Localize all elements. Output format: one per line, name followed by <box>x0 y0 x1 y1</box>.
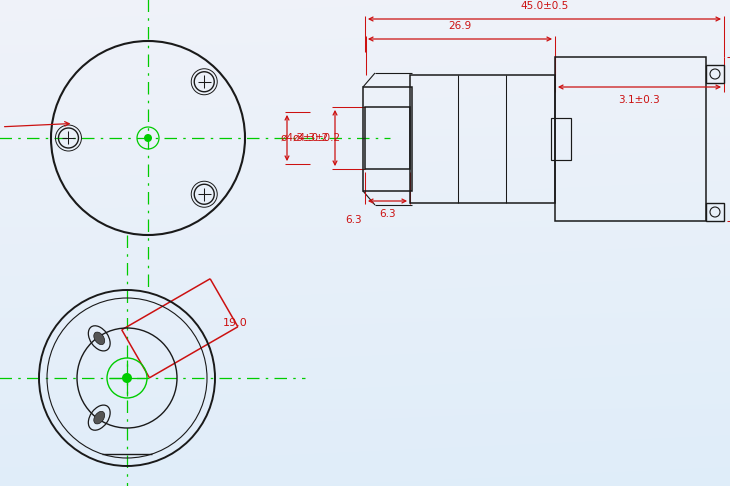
Circle shape <box>122 373 132 383</box>
Text: 19.0: 19.0 <box>223 318 248 328</box>
Text: 6.3: 6.3 <box>345 215 361 225</box>
Bar <box>706 203 724 221</box>
Ellipse shape <box>93 332 104 345</box>
Bar <box>706 65 724 83</box>
Circle shape <box>144 134 152 142</box>
Bar <box>410 75 555 203</box>
Text: ø4.3±0.2: ø4.3±0.2 <box>293 133 341 143</box>
Ellipse shape <box>93 411 104 424</box>
Text: 26.9: 26.9 <box>448 21 472 31</box>
Bar <box>555 57 706 221</box>
Text: 45.0±0.5: 45.0±0.5 <box>520 1 569 11</box>
Text: 6.3: 6.3 <box>379 209 396 219</box>
Bar <box>363 87 412 191</box>
Bar <box>365 107 410 169</box>
Bar <box>551 118 571 160</box>
Text: ø4.3±0.2: ø4.3±0.2 <box>281 133 329 143</box>
Text: ø27.0±0.3: ø27.0±0.3 <box>0 122 69 133</box>
Text: 3.1±0.3: 3.1±0.3 <box>618 95 661 105</box>
